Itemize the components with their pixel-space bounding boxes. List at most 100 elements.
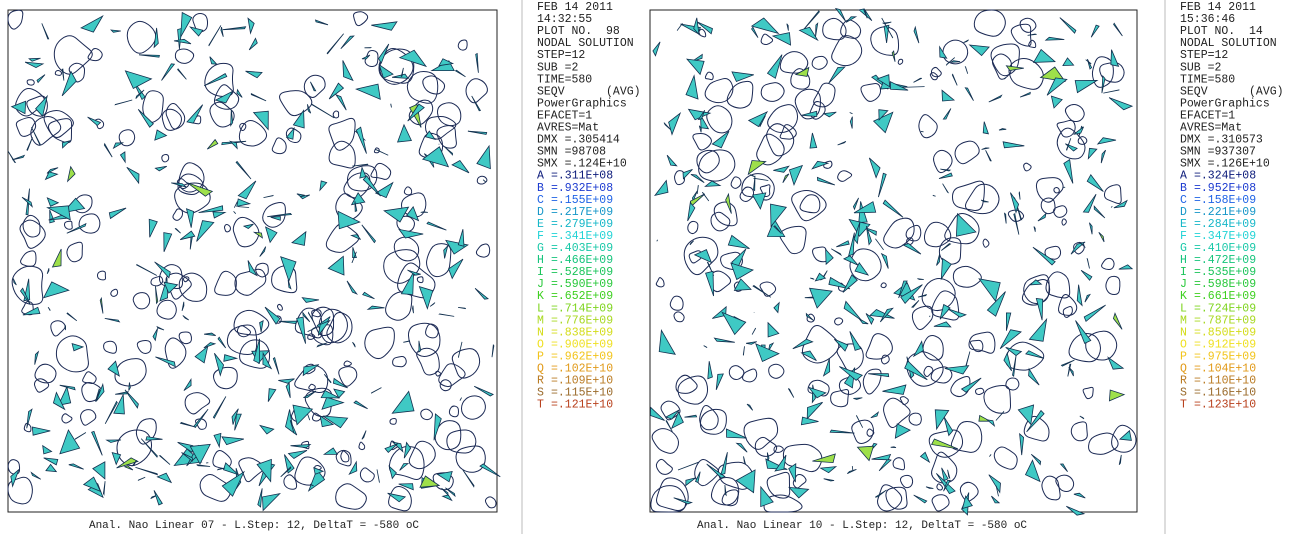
contour-line bbox=[142, 90, 164, 123]
stress-element bbox=[943, 479, 952, 492]
contour-line bbox=[164, 337, 187, 369]
contour-line bbox=[807, 379, 830, 397]
contour-line bbox=[234, 268, 267, 296]
stress-element bbox=[186, 104, 204, 124]
contour-line bbox=[779, 124, 797, 140]
contour-line bbox=[1088, 432, 1119, 455]
contour-line bbox=[969, 339, 984, 353]
legend-value: =.850E+09 bbox=[1194, 326, 1256, 339]
stress-element bbox=[10, 100, 27, 115]
stress-element bbox=[842, 255, 859, 266]
stress-element bbox=[865, 313, 875, 326]
contour-line bbox=[7, 476, 33, 505]
legend-key: F bbox=[1180, 230, 1187, 243]
stress-element bbox=[801, 110, 818, 117]
stress-element bbox=[92, 461, 106, 480]
contour-line bbox=[968, 331, 996, 354]
contour-line bbox=[358, 441, 366, 451]
legend-value: =.661E+09 bbox=[1194, 290, 1256, 303]
stress-element bbox=[95, 388, 101, 402]
stress-element bbox=[302, 364, 320, 377]
stress-element bbox=[124, 70, 153, 90]
stress-element bbox=[426, 221, 447, 231]
contour-line bbox=[226, 324, 258, 356]
contour-line bbox=[209, 101, 235, 128]
stress-element bbox=[960, 377, 982, 393]
stress-element bbox=[156, 472, 173, 484]
contour-line bbox=[239, 122, 247, 131]
stress-element bbox=[156, 325, 165, 331]
stress-element bbox=[362, 291, 375, 300]
stress-element bbox=[868, 373, 890, 378]
contour-line bbox=[232, 216, 260, 248]
contour-line bbox=[392, 355, 407, 368]
contour-line bbox=[53, 35, 93, 75]
contour-line bbox=[1035, 177, 1064, 203]
legend-key: B bbox=[537, 182, 544, 195]
stress-element bbox=[311, 103, 335, 119]
contour-line bbox=[178, 331, 192, 345]
stress-element bbox=[136, 264, 157, 276]
stress-element bbox=[61, 70, 77, 97]
contour-line bbox=[687, 220, 699, 235]
stress-element bbox=[913, 77, 922, 83]
contour-line bbox=[865, 333, 893, 360]
stress-element bbox=[107, 360, 120, 377]
stress-element bbox=[264, 226, 278, 244]
stress-element bbox=[407, 269, 421, 276]
stress-element bbox=[995, 410, 1005, 421]
stress-element bbox=[64, 324, 66, 331]
stress-element bbox=[806, 401, 823, 420]
contour-line bbox=[790, 68, 811, 90]
stress-element bbox=[174, 228, 181, 234]
contour-line bbox=[669, 295, 684, 311]
header-line: EFACET=1 bbox=[537, 109, 592, 122]
contour-line bbox=[1041, 475, 1061, 501]
stress-element bbox=[794, 66, 810, 77]
stress-element bbox=[839, 366, 864, 381]
stress-element bbox=[940, 257, 952, 281]
stress-element bbox=[670, 411, 684, 430]
contour-line bbox=[792, 473, 807, 489]
stress-element bbox=[768, 342, 775, 352]
stress-element bbox=[696, 21, 713, 35]
stress-element bbox=[752, 285, 772, 298]
stress-element bbox=[371, 21, 398, 31]
stress-element bbox=[238, 206, 250, 208]
contour-line bbox=[1053, 187, 1060, 194]
stress-element bbox=[705, 270, 714, 297]
stress-element bbox=[751, 26, 759, 38]
stress-element bbox=[222, 462, 239, 475]
stress-element bbox=[438, 313, 455, 317]
contour-line bbox=[457, 39, 468, 51]
stress-element bbox=[735, 469, 756, 494]
contour-line bbox=[1040, 197, 1056, 215]
contour-line bbox=[899, 474, 914, 489]
stress-element bbox=[31, 127, 42, 146]
header-line: SUB =2 bbox=[537, 61, 579, 74]
legend-key: O bbox=[1180, 338, 1187, 351]
stress-element bbox=[898, 280, 908, 299]
contour-line bbox=[656, 477, 689, 511]
stress-element bbox=[319, 180, 328, 192]
stress-element bbox=[114, 99, 133, 106]
stress-element bbox=[278, 320, 299, 325]
contour-line bbox=[335, 483, 367, 510]
stress-element bbox=[941, 243, 952, 251]
legend-key: L bbox=[537, 302, 544, 315]
stress-element bbox=[1073, 126, 1084, 135]
contour-line bbox=[694, 459, 720, 487]
contour-line bbox=[135, 418, 157, 445]
stress-element bbox=[378, 63, 394, 79]
contour-line bbox=[174, 48, 195, 64]
stress-element bbox=[999, 329, 1022, 350]
contour-line bbox=[233, 309, 270, 336]
stress-element bbox=[701, 191, 710, 202]
stress-element bbox=[424, 130, 436, 140]
stress-element bbox=[108, 207, 127, 220]
stress-element bbox=[479, 463, 501, 478]
stress-element bbox=[287, 450, 308, 460]
stress-element bbox=[179, 422, 197, 428]
stress-element bbox=[348, 460, 358, 476]
stress-element bbox=[985, 419, 996, 428]
